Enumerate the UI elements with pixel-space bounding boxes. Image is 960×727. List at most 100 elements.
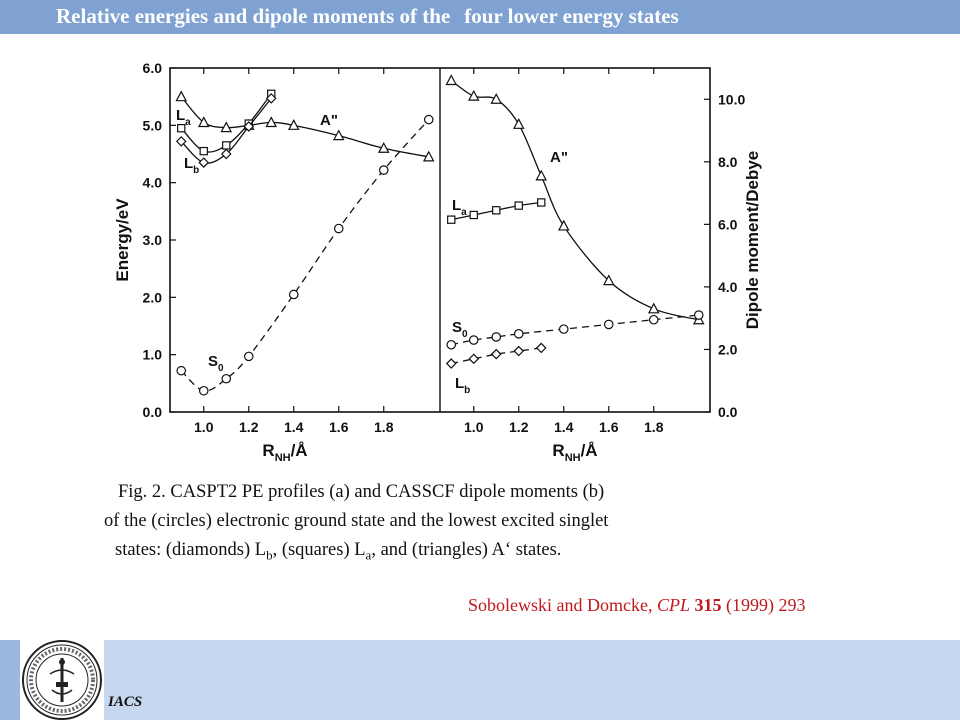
citation-year-pages: (1999) 293 [721, 595, 806, 615]
caption-line-1: Fig. 2. CASPT2 PE profiles (a) and CASSC… [118, 482, 605, 502]
data-point-circle [423, 114, 434, 125]
x-tick-label: 1.8 [644, 419, 664, 435]
y-tick-label: 6.0 [143, 60, 163, 76]
data-point-triangle [647, 302, 660, 314]
caption-line-3: states: (diamonds) Lb, (squares) La, and… [115, 536, 818, 570]
x-tick-label: 1.6 [329, 419, 349, 435]
institute-logo [20, 638, 104, 722]
data-point-diamond [243, 121, 255, 132]
slide-title: Relative energies and dipole moments of … [56, 4, 679, 29]
data-point-triangle [445, 74, 458, 86]
data-point-triangle [422, 150, 435, 162]
data-point-circle [378, 165, 389, 175]
x-tick-label: 1.2 [509, 419, 529, 435]
data-point-triangle [220, 121, 233, 133]
data-point-circle [221, 373, 232, 384]
data-point-circle [491, 332, 502, 342]
x-axis-title: RNH/Å [552, 441, 597, 464]
data-point-triangle [535, 169, 548, 181]
x-axis-title: RNH/Å [262, 441, 307, 464]
y-axis-title: Energy/eV [113, 198, 132, 282]
data-point-triangle [377, 141, 390, 153]
seal-icon [22, 640, 102, 720]
y-tick-label: 4.0 [718, 279, 738, 295]
citation-authors: Sobolewski and Domcke, [468, 595, 657, 615]
caption-line-2: of the (circles) electronic ground state… [104, 511, 609, 531]
data-point-diamond [490, 348, 502, 360]
data-point-triangle [602, 274, 615, 286]
x-tick-label: 1.2 [239, 419, 259, 435]
curve-label: A" [320, 112, 338, 129]
y-tick-label: 8.0 [718, 154, 738, 170]
data-point-triangle [175, 90, 188, 102]
curve-label: La [452, 197, 467, 218]
x-tick-label: 1.0 [194, 419, 214, 435]
data-point-circle [288, 289, 299, 300]
data-point-circle [446, 339, 457, 350]
data-point-circle [513, 329, 524, 339]
data-point-square [447, 215, 456, 224]
data-point-square [469, 210, 478, 220]
data-point-circle [558, 324, 569, 334]
series-line-circle [180, 119, 430, 392]
title-bar: Relative energies and dipole moments of … [0, 0, 960, 34]
y-tick-label: 3.0 [143, 232, 163, 248]
data-point-circle [333, 223, 344, 234]
figure-chart: 1.0 1.2 1.4 1.6 1.8 0.0 1.0 2.0 3.0 4.0 5.0 6.0 1.0 1… [113, 60, 762, 464]
data-point-circle [648, 314, 659, 325]
series-line-triangle [180, 96, 429, 158]
y-tick-label: 5.0 [143, 117, 163, 133]
data-point-diamond [535, 342, 547, 354]
data-point-diamond [468, 353, 480, 365]
curve-label: S0 [208, 353, 224, 374]
x-tick-label: 1.8 [374, 419, 394, 435]
data-point-square [492, 206, 501, 215]
data-point-diamond [445, 358, 457, 369]
data-point-circle [468, 335, 479, 345]
data-point-circle [176, 365, 187, 376]
data-point-circle [693, 310, 704, 320]
data-point-triangle [490, 92, 503, 104]
y-tick-label: 4.0 [143, 175, 163, 191]
x-tick-label: 1.4 [284, 419, 304, 435]
x-tick-label: 1.4 [554, 419, 574, 435]
footer-bar [0, 640, 960, 720]
curve-label: A" [550, 149, 568, 166]
data-point-square [199, 146, 208, 156]
curve-label: S0 [452, 319, 468, 340]
series-line-diamond [451, 347, 542, 365]
citation-journal: CPL [656, 595, 690, 615]
figure-caption: Fig. 2. CASPT2 PE profiles (a) and CASSC… [104, 478, 818, 570]
data-point-diamond [198, 157, 210, 168]
data-point-square [514, 201, 523, 210]
data-point-circle [243, 351, 254, 362]
curve-label: Lb [184, 155, 199, 176]
series-line-circle [451, 314, 699, 346]
data-point-square [177, 123, 186, 133]
x-tick-label: 1.0 [464, 419, 484, 435]
curve-label: La [176, 107, 191, 128]
caption-line-3-a: states: (diamonds) L [115, 540, 267, 560]
data-point-triangle [557, 219, 570, 231]
data-point-triangle [512, 118, 525, 129]
data-point-square [537, 198, 546, 207]
y-tick-label: 2.0 [718, 341, 738, 357]
data-point-diamond [175, 136, 187, 147]
footer-label: IACS [108, 694, 143, 710]
series-line-triangle [450, 79, 699, 321]
data-point-triangle [332, 129, 345, 141]
curve-label: Lb [455, 375, 470, 396]
data-point-circle [603, 319, 614, 330]
caption-sub-a: a [365, 547, 372, 563]
x-tick-label: 1.6 [599, 419, 619, 435]
data-point-diamond [265, 93, 277, 104]
caption-sub-b: b [266, 547, 273, 563]
y-tick-label: 0.0 [143, 404, 163, 420]
data-point-diamond [220, 148, 232, 160]
caption-line-3-b: , (squares) L [272, 540, 366, 560]
data-point-circle [198, 385, 209, 396]
caption-line-3-c: , and (triangles) A‘ states. [371, 540, 562, 560]
data-point-triangle [197, 116, 210, 128]
y-tick-label: 2.0 [143, 289, 163, 305]
citation: Sobolewski and Domcke, CPL 315 (1999) 29… [468, 595, 806, 616]
